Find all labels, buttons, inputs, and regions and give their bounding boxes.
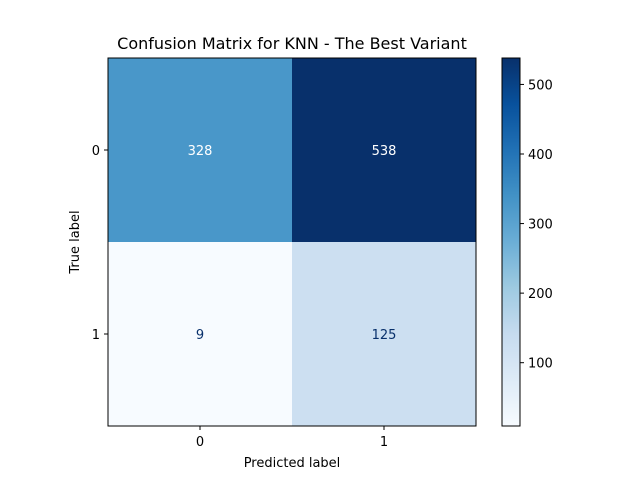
colorbar-tick-label: 100 xyxy=(528,357,553,372)
colorbar-ticks: 100 200 300 400 500 xyxy=(520,78,553,372)
y-tick-label: 1 xyxy=(92,328,100,343)
matrix-cell-value: 538 xyxy=(372,144,397,159)
colorbar-tick-label: 400 xyxy=(528,148,553,163)
matrix-cells xyxy=(108,58,476,426)
matrix-cell-value: 9 xyxy=(196,328,204,343)
matrix-cell-value: 125 xyxy=(372,328,397,343)
colorbar-tick-label: 300 xyxy=(528,218,553,233)
matrix-cell-labels: 328 538 9 125 xyxy=(188,144,397,343)
matrix-cell xyxy=(292,58,476,242)
matrix-cell xyxy=(292,242,476,426)
plot-frame xyxy=(107,57,477,427)
colorbar-tick-label: 500 xyxy=(528,78,553,93)
matrix-cell xyxy=(108,242,292,426)
x-axis-label: Predicted label xyxy=(244,456,341,471)
matrix-cell xyxy=(108,58,292,242)
colorbar-tick-label: 200 xyxy=(528,287,553,302)
x-tick-label: 0 xyxy=(196,435,204,450)
matrix-cell-value: 328 xyxy=(188,144,213,159)
y-axis-label: True label xyxy=(68,210,83,274)
y-tick-label: 0 xyxy=(92,144,100,159)
chart-title: Confusion Matrix for KNN - The Best Vari… xyxy=(117,34,467,53)
x-tick-label: 1 xyxy=(380,435,388,450)
colorbar xyxy=(501,57,521,427)
y-axis-ticks: 01 xyxy=(92,144,108,343)
